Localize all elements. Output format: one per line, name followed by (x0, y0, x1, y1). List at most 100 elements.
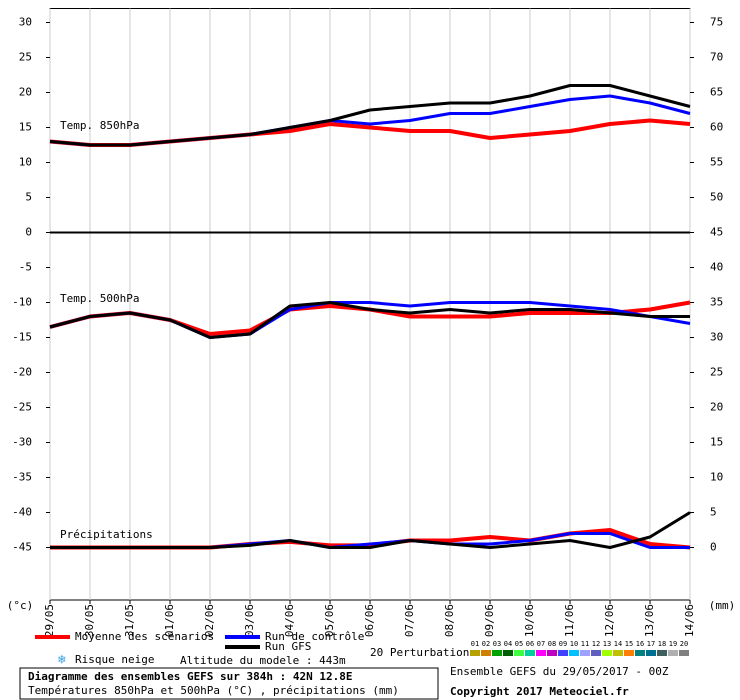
y-tick-label: 20 (19, 86, 32, 99)
y2-tick-label: 30 (710, 331, 723, 344)
y2-tick-label: 40 (710, 261, 723, 274)
y-tick-label: -15 (12, 331, 32, 344)
y-tick-label: 10 (19, 156, 32, 169)
perturbation-swatch (503, 650, 513, 656)
perturbation-swatch (558, 650, 568, 656)
perturbation-label: 14 (614, 640, 622, 648)
x-tick-label: 02/06 (203, 604, 216, 637)
y-tick-label: 5 (25, 191, 32, 204)
y2-tick-label: 5 (710, 506, 717, 519)
perturbation-label: 06 (526, 640, 534, 648)
perturbation-swatch (580, 650, 590, 656)
y2-tick-label: 20 (710, 401, 723, 414)
perturbation-label: 11 (581, 640, 589, 648)
x-tick-label: 13/06 (643, 604, 656, 637)
legend-label: Run GFS (265, 640, 311, 653)
perturbation-label: 02 (482, 640, 490, 648)
x-tick-label: 31/05 (123, 604, 136, 637)
legend-label: Moyenne des scénarios (75, 630, 214, 643)
perturbation-label: 12 (592, 640, 600, 648)
y2-tick-label: 10 (710, 471, 723, 484)
perturbation-label: 10 (570, 640, 578, 648)
y2-tick-label: 25 (710, 366, 723, 379)
perturbation-label: 05 (515, 640, 523, 648)
run-info: Ensemble GEFS du 29/05/2017 - 00Z (450, 665, 669, 678)
perturbation-swatch (613, 650, 623, 656)
perturbation-swatch (525, 650, 535, 656)
y-tick-label: -35 (12, 471, 32, 484)
x-tick-label: 10/06 (523, 604, 536, 637)
perturbation-label: 04 (504, 640, 512, 648)
y-tick-label: -10 (12, 296, 32, 309)
y-tick-label: 0 (25, 226, 32, 239)
series-line (49, 301, 690, 339)
perturbation-swatch (492, 650, 502, 656)
y2-tick-label: 35 (710, 296, 723, 309)
perturbation-swatch (547, 650, 557, 656)
perturbation-swatch (514, 650, 524, 656)
legend-label: Run de contrôle (265, 630, 364, 643)
chart-subtitle: Températures 850hPa et 500hPa (°C) , pré… (28, 684, 399, 697)
y2-tick-label: 45 (710, 226, 723, 239)
perturbation-label: 09 (559, 640, 567, 648)
y-tick-label: -30 (12, 436, 32, 449)
copyright: Copyright 2017 Meteociel.fr (450, 685, 629, 698)
y2-tick-label: 65 (710, 86, 723, 99)
x-tick-label: 12/06 (603, 604, 616, 637)
panel-label: Précipitations (60, 528, 153, 541)
perturbation-label: 20 (680, 640, 688, 648)
perturbation-label: 13 (603, 640, 611, 648)
x-tick-label: 06/06 (363, 604, 376, 637)
perturbation-swatch (679, 650, 689, 656)
y2-tick-label: 70 (710, 51, 723, 64)
perturbation-swatch (481, 650, 491, 656)
y2-tick-label: 15 (710, 436, 723, 449)
perturbation-label: 01 (471, 640, 479, 648)
y2-tick-label: 60 (710, 121, 723, 134)
perturbation-swatch (591, 650, 601, 656)
perturbation-swatch (657, 650, 667, 656)
perturbation-label: 07 (537, 640, 545, 648)
perturbation-swatch (602, 650, 612, 656)
perturbation-label: 16 (636, 640, 644, 648)
perturbation-label: 19 (669, 640, 677, 648)
perturbation-swatch (536, 650, 546, 656)
perturbation-label: 03 (493, 640, 501, 648)
y-tick-label: 15 (19, 121, 32, 134)
y-axis-label: (°c) (7, 599, 34, 612)
y-tick-label: -40 (12, 506, 32, 519)
x-tick-label: 08/06 (443, 604, 456, 637)
snow-label: Risque neige (75, 653, 154, 666)
y2-tick-label: 55 (710, 156, 723, 169)
y-tick-label: 30 (19, 16, 32, 29)
y2-tick-label: 0 (710, 541, 717, 554)
x-tick-label: 07/06 (403, 604, 416, 637)
x-tick-label: 05/06 (323, 604, 336, 637)
perturbation-swatch (635, 650, 645, 656)
snow-icon: ❄ (57, 653, 66, 668)
series-line (49, 84, 691, 147)
x-tick-label: 30/05 (83, 604, 96, 637)
x-tick-label: 03/06 (243, 604, 256, 637)
y-tick-label: -45 (12, 541, 32, 554)
y2-axis-label: (mm) (709, 599, 736, 612)
perturbation-swatch (668, 650, 678, 656)
x-tick-label: 09/06 (483, 604, 496, 637)
perturbation-label: 15 (625, 640, 633, 648)
x-tick-label: 11/06 (563, 604, 576, 637)
panel-label: Temp. 500hPa (60, 292, 139, 305)
perturbation-swatch (470, 650, 480, 656)
x-tick-label: 14/06 (683, 604, 696, 637)
y2-tick-label: 75 (710, 16, 723, 29)
y-tick-label: -20 (12, 366, 32, 379)
x-tick-label: 29/05 (43, 604, 56, 637)
y-tick-label: -25 (12, 401, 32, 414)
perturbation-label: 08 (548, 640, 556, 648)
perturbation-swatch (569, 650, 579, 656)
perturbation-swatch (646, 650, 656, 656)
perturbations-title: 20 Perturbations (370, 646, 476, 659)
y2-tick-label: 50 (710, 191, 723, 204)
chart-title: Diagramme des ensembles GEFS sur 384h : … (28, 670, 353, 683)
y-tick-label: -5 (19, 261, 32, 274)
